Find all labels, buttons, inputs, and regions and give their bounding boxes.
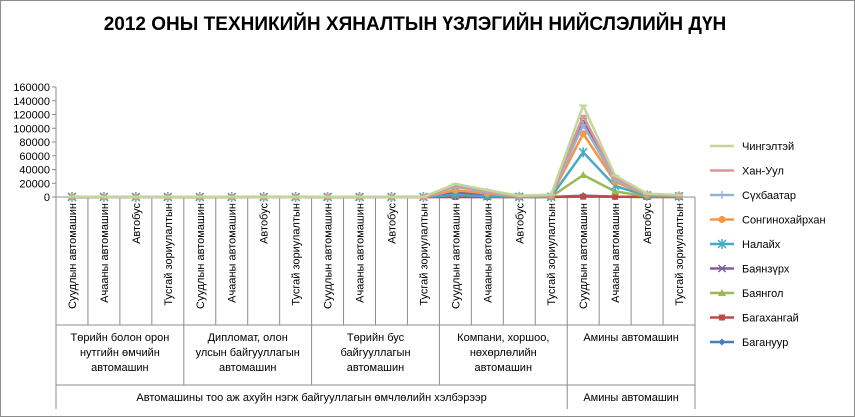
category-label: Автобус [131,203,143,244]
category-label: Тусгай зориулалтын [291,203,303,306]
legend-entry: Багахангай [742,313,799,325]
legend-marker [718,191,726,199]
data-point [578,147,588,158]
series-line [71,104,680,199]
chart-title: 2012 ОНЫ ТЕХНИКИЙН ХЯНАЛТЫН ҮЗЛЭГИЙН НИЙ… [103,14,727,35]
series-line [71,173,680,199]
y-tick-label: 20000 [19,178,50,190]
supergroup-label: Амины автомашин [583,392,679,404]
legend-entry: Налайх [742,239,781,251]
y-tick-label: 0 [44,192,50,204]
group-label: Дипломат, олон улсын байгууллагын автомаши… [196,332,300,374]
supergroup-label: Автомашины тоо аж ахуйн нэгж байгууллагы… [136,392,486,404]
data-point [612,193,619,200]
group-label: Компани, хоршоо, нөхөрлөлийн автомашин [457,332,549,374]
legend-marker [719,314,725,321]
data-point [579,171,588,178]
category-label: Ачааны автомашин [99,203,111,303]
data-point [580,193,587,200]
category-label: Ачааны автомашин [227,203,239,303]
y-tick-label: 80000 [19,137,50,149]
y-tick-label: 160000 [13,82,50,94]
group-label: Амины автомашин [583,332,679,344]
category-label: Автобус [386,203,398,244]
category-label: Суудлын автомашин [578,203,590,309]
category-label: Тусгай зориулалтын [674,203,686,306]
legend-entry: Сонгинохайрхан [742,215,826,227]
y-tick-label: 60000 [19,151,50,163]
series-line [71,151,680,199]
category-label: Ачааны автомашин [610,203,622,303]
legend-marker [717,239,727,249]
category-label: Автобус [514,203,526,244]
legend-marker [718,338,726,346]
category-label: Тусгай зориулалтын [418,203,430,306]
legend-entry: Баянзүрх [742,264,790,276]
y-tick-label: 140000 [13,96,50,108]
data-point [579,130,587,138]
category-label: Тусгай зориулалтын [163,203,175,306]
legend-entry: Хан-Уул [742,166,784,178]
category-label: Автобус [642,203,654,244]
category-label: Тусгай зориулалтын [546,203,558,306]
legend-entry: Баганууp [742,337,788,349]
category-label: Суудлын автомашин [450,203,462,309]
legend-marker [718,216,726,223]
legend-marker [718,289,726,296]
category-label: Суудлын автомашин [67,203,79,309]
legend-entry: Сүхбаатар [742,190,796,202]
legend-entry: Баянгол [742,288,783,300]
legend-marker [717,264,727,273]
series-line [71,123,680,199]
y-tick-label: 40000 [19,165,50,177]
category-label: Ачааны автомашин [355,203,367,303]
series-line [71,132,680,199]
category-label: Автобус [259,203,271,244]
y-tick-label: 120000 [13,110,50,122]
group-label: Төрийн болон орон нутгийн өмчийн автомашин [71,332,170,374]
category-label: Суудлын автомашин [195,203,207,309]
group-label: Төрийн бус байгууллагын автомашин [340,332,410,374]
y-tick-label: 100000 [13,123,50,135]
category-label: Суудлын автомашин [323,203,335,309]
category-label: Ачааны автомашин [482,203,494,303]
legend-entry: Чингэлтэй [742,141,794,153]
